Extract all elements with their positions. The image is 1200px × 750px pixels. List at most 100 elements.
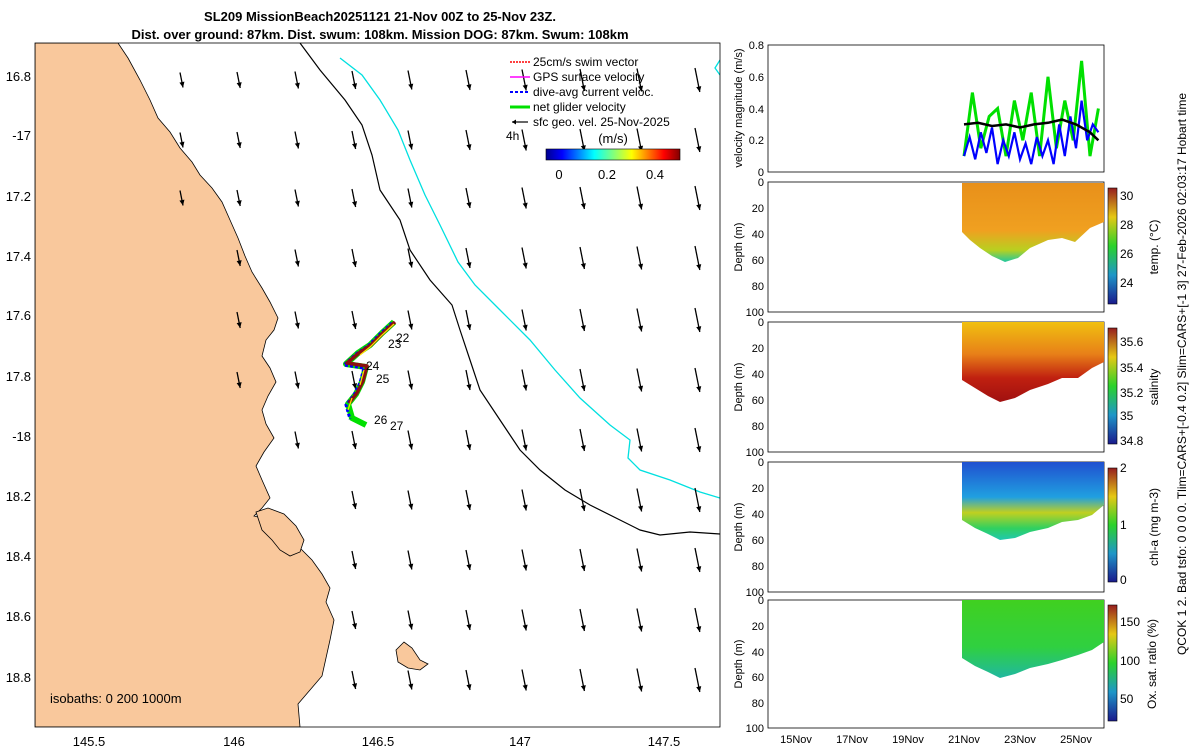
track-day-labels: 22 23 24 25 26 27	[366, 331, 410, 433]
chla-y-tick: 100	[746, 587, 764, 599]
current-arrow-head	[294, 260, 300, 267]
sal-cb-tick: 35.2	[1120, 386, 1144, 400]
colorbar-tick: 0	[555, 167, 562, 182]
current-arrow-head	[638, 325, 644, 332]
chla-y-tick: 80	[752, 561, 764, 573]
sal-y-tick: 60	[752, 395, 764, 407]
current-arrows	[179, 67, 702, 693]
time-x-tick: 23Nov	[1004, 734, 1036, 746]
chla-panel: 0 20 40 60 80 100 Depth (m) 2 1 0 chl-a …	[733, 457, 1161, 599]
island-southeast	[395, 641, 429, 671]
map-y-tick: -18	[12, 429, 31, 444]
current-arrow-head	[294, 82, 300, 89]
land-mass	[35, 43, 335, 727]
chart-title-line1: SL209 MissionBeach20251121 21-Nov 00Z to…	[204, 9, 556, 24]
current-arrow-head	[522, 144, 528, 151]
current-arrow-head	[408, 443, 414, 450]
map-x-tick: 147	[509, 734, 531, 749]
current-arrow-head	[696, 686, 702, 692]
ox-cb-tick: 100	[1120, 654, 1140, 668]
current-arrow-head	[638, 385, 644, 392]
current-arrow-head	[638, 625, 644, 632]
current-arrow-head	[352, 323, 358, 329]
current-arrow-head	[696, 326, 702, 332]
temp-cb-tick: 30	[1120, 189, 1134, 203]
current-arrow-head	[466, 444, 472, 450]
temp-y-tick: 100	[746, 307, 764, 319]
temp-y-tick: 80	[752, 281, 764, 293]
velocity-y-axis: 0 0.2 0.4 0.6 0.8	[749, 40, 764, 179]
map-colorbar: (m/s) 0 0.2 0.4	[545, 131, 681, 182]
sal-cb-tick: 34.8	[1120, 434, 1144, 448]
velocity-series	[962, 60, 1100, 165]
current-arrow-head	[236, 322, 242, 328]
map-y-tick: 17.4	[6, 249, 31, 264]
current-arrow-head	[696, 86, 702, 92]
current-arrow-head	[696, 506, 702, 512]
sal-cb-tick: 35	[1120, 409, 1134, 423]
time-x-tick: 17Nov	[836, 734, 868, 746]
current-arrow-head	[352, 383, 358, 389]
current-arrow-head	[408, 201, 414, 208]
current-arrow-head	[580, 385, 586, 391]
current-arrow-head	[408, 683, 414, 690]
chla-y-tick: 40	[752, 509, 764, 521]
chart-title-line2: Dist. over ground: 87km. Dist. swum: 108…	[131, 27, 629, 42]
current-arrow-head	[638, 445, 644, 452]
glider-track-yellow	[347, 323, 395, 411]
legend-label-geo: sfc geo. vel. 25-Nov-2025	[533, 115, 670, 129]
current-arrow-head	[466, 564, 472, 570]
current-arrow-head	[522, 564, 528, 571]
current-arrow-head	[294, 142, 300, 149]
temp-ylabel: Depth (m)	[733, 223, 745, 272]
salinity-colorbar-ticks: 35.6 35.4 35.2 35 34.8	[1120, 335, 1144, 448]
legend-label-dive: dive-avg current veloc.	[533, 85, 654, 99]
oxygen-y-axis: 0 20 40 60 80 100	[746, 595, 764, 735]
map-legend: 25cm/s swim vector GPS surface velocity …	[506, 55, 670, 143]
current-arrow-head	[236, 200, 242, 206]
map-y-tick: 18.6	[6, 609, 31, 624]
legend-extra-4h: 4h	[506, 129, 519, 143]
chla-cb-tick: 1	[1120, 518, 1127, 532]
current-arrow-head	[352, 261, 358, 267]
salinity-panel: 0 20 40 60 80 100 Depth (m) 35.6 35.4 35…	[733, 317, 1161, 459]
current-arrow-head	[522, 202, 528, 209]
sal-y-tick: 20	[752, 343, 764, 355]
vel-y-tick: 0.6	[749, 72, 764, 84]
current-arrow-head	[179, 199, 185, 206]
current-arrow-head	[580, 565, 586, 571]
legend-swatch-geo-head	[512, 119, 516, 125]
current-arrow-head	[236, 82, 242, 88]
map-x-tick: 146.5	[362, 734, 395, 749]
velocity-panel: 0 0.2 0.4 0.6 0.8 velocity magnitude (m/…	[733, 40, 1105, 179]
isobath-1000m	[339, 57, 720, 499]
legend-label-swim: 25cm/s swim vector	[533, 55, 638, 69]
current-arrow-head	[638, 203, 644, 210]
colorbar-gradient	[545, 148, 681, 161]
map-y-axis: 16.8 -17 17.2 17.4 17.6 17.8 -18 18.2 18…	[6, 69, 31, 685]
current-arrow-head	[638, 263, 644, 270]
velocity-series-0	[962, 60, 1100, 157]
salinity-colorbar	[1107, 327, 1118, 445]
velocity-series-2	[963, 118, 1100, 142]
current-arrow-head	[294, 200, 300, 207]
current-arrow-head	[466, 684, 472, 690]
qc-side-label: QCOK 1 2. Bad tsfo: 0 0 0 0. Tlim=CARS+[…	[1175, 93, 1189, 655]
current-arrow-head	[522, 324, 528, 331]
current-arrow-head	[408, 83, 414, 90]
current-arrow-head	[696, 566, 702, 572]
current-arrow-head	[638, 85, 644, 92]
temp-colorbar-ticks: 30 28 26 24	[1120, 189, 1134, 290]
temp-colorbar	[1107, 187, 1118, 305]
current-arrow-head	[408, 623, 414, 630]
isobath-200m	[299, 43, 720, 536]
current-arrow-head	[352, 563, 358, 569]
current-arrow-head	[522, 262, 528, 269]
temp-y-tick: 20	[752, 203, 764, 215]
current-arrow-head	[696, 446, 702, 452]
temp-y-axis: 0 20 40 60 80 100	[746, 177, 764, 319]
time-x-axis: 15Nov 17Nov 19Nov 21Nov 23Nov 25Nov	[780, 734, 1092, 746]
current-arrow-head	[466, 624, 472, 630]
isobaths-label: isobaths: 0 200 1000m	[50, 691, 182, 706]
